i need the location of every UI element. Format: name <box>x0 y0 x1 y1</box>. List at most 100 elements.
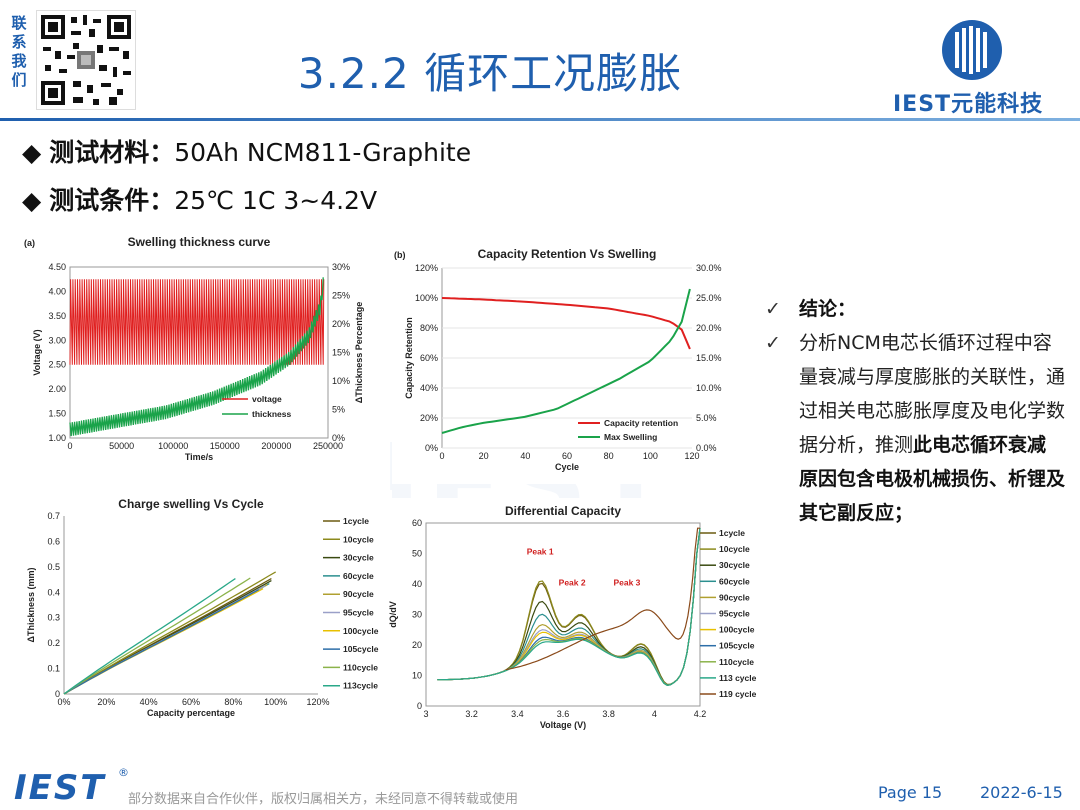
legend-label: 10cycle <box>719 544 750 554</box>
y2-tick-label: 25% <box>332 291 350 301</box>
conclusion-heading: 结论： <box>799 298 857 320</box>
x-axis-label: Time/s <box>185 452 213 462</box>
y-tick-label: 0 <box>55 689 60 699</box>
y-tick-label: 2.50 <box>48 360 66 370</box>
y2-tick-label: 0% <box>332 433 345 443</box>
conclusion-text: 分析NCM电芯长循环过程中容量衰减与厚度膨胀的关联性，通过相关电芯膨胀厚度及电化… <box>799 326 1065 530</box>
cycle-series-line <box>63 577 251 695</box>
y2-tick-label: 30% <box>332 262 350 272</box>
y-tick-label: 0.1 <box>47 664 60 674</box>
legend-label: 1cycle <box>719 528 745 538</box>
legend-label: 60cycle <box>343 571 374 581</box>
qr-code[interactable] <box>36 10 136 110</box>
x-tick-label: 3.6 <box>557 709 570 719</box>
bullet-label: 测试材料： <box>49 138 175 167</box>
x-tick-label: 3.8 <box>602 709 615 719</box>
legend-label: 95cycle <box>719 609 750 619</box>
y-tick-label: 40 <box>412 579 422 589</box>
y-tick-label: 3.50 <box>48 311 66 321</box>
company-logo-text: IEST元能科技 <box>893 92 1044 117</box>
legend-label: 105cycle <box>719 641 755 651</box>
swelling-thickness-chart: Swelling thickness curve (a) 0 50000 100000 1… <box>22 232 382 472</box>
capacity-retention-series-line <box>441 297 691 350</box>
legend-label: Max Swelling <box>604 432 657 442</box>
chart-title: Swelling thickness curve <box>128 235 271 249</box>
chart-title: Differential Capacity <box>505 504 621 518</box>
y2-tick-label: 15.0% <box>696 353 722 363</box>
legend-label: 113 cycle <box>719 673 757 683</box>
legend-label: 30cycle <box>343 553 374 563</box>
bullet-label: 测试条件： <box>49 186 175 215</box>
x-tick-label: 60 <box>562 451 572 461</box>
y-tick-label: 1.00 <box>48 433 66 443</box>
legend-label: 90cycle <box>343 589 374 599</box>
x-tick-label: 100000 <box>158 441 188 451</box>
check-icon: ✓ <box>765 298 781 320</box>
x-tick-label: 0 <box>439 451 444 461</box>
page-title: 3.2.2 循环工况膨胀 <box>297 49 683 98</box>
legend-label: 105cycle <box>343 644 379 654</box>
cycle-series-line <box>437 528 701 686</box>
x-tick-label: 120 <box>684 451 699 461</box>
x-tick-label: 3.2 <box>465 709 478 719</box>
x-tick-label: 150000 <box>210 441 240 451</box>
y2-tick-label: 10.0% <box>696 383 722 393</box>
conclusion-block: ✓ 结论： ✓ 分析NCM电芯长循环过程中容量衰减与厚度膨胀的关联性，通过相关电芯… <box>765 292 1065 530</box>
legend-label: 90cycle <box>719 592 750 602</box>
differential-capacity-chart: Differential Capacity 3 3.2 3.4 3.6 3.8 4 4.2 0 1… <box>388 498 778 733</box>
cycle-series-line <box>437 528 701 686</box>
legend-label: 10cycle <box>343 534 374 544</box>
y-tick-label: 40% <box>420 383 438 393</box>
bullet-condition: ◆ 测试条件：25℃ 1C 3~4.2V <box>22 181 377 217</box>
x-axis-label: Capacity percentage <box>147 708 235 718</box>
qr-code-graphic <box>41 15 131 105</box>
legend-label: 60cycle <box>719 576 750 586</box>
legend-label: 95cycle <box>343 608 374 618</box>
legend-label: 30cycle <box>719 560 750 570</box>
chart-title: Charge swelling Vs Cycle <box>118 497 264 511</box>
conclusion-plain: 分析NCM电芯长循环过程中容量衰减与厚度膨胀的关联性，通过相关电芯膨胀厚度及电化… <box>799 332 1066 456</box>
legend-thickness-label: thickness <box>252 409 291 419</box>
y2-axis-label: ΔThickness Percentage <box>354 302 364 404</box>
legend-label: Capacity retention <box>604 418 678 428</box>
y-tick-label: 10 <box>412 671 422 681</box>
copyright-note: 部分数据来自合作伙伴，版权归属相关方，未经同意不得转载或使用 <box>128 792 519 807</box>
max-swelling-series-line <box>441 288 691 434</box>
cycle-series-line <box>437 528 701 686</box>
bullet-value: 50Ah NCM811-Graphite <box>174 138 472 167</box>
legend-voltage-label: voltage <box>252 394 282 404</box>
panel-label: (a) <box>24 238 35 248</box>
y-tick-label: 3.00 <box>48 335 66 345</box>
thickness-series-line <box>69 277 324 437</box>
charge-swelling-chart: Charge swelling Vs Cycle 0% 20% 40% 60% 80% 10… <box>22 490 392 735</box>
y-tick-label: 0.7 <box>47 511 60 521</box>
cycle-series-line <box>437 528 701 687</box>
page-date: 2022-6-15 <box>980 783 1063 802</box>
y-tick-label: 0% <box>425 443 438 453</box>
x-tick-label: 0% <box>57 697 70 707</box>
y-tick-label: 0 <box>417 701 422 711</box>
legend-label: 110cycle <box>719 657 754 667</box>
y-tick-label: 50 <box>412 549 422 559</box>
y-axis-label: Voltage (V) <box>32 329 42 375</box>
x-tick-label: 100% <box>264 697 287 707</box>
y2-tick-label: 20% <box>332 319 350 329</box>
x-tick-label: 4.2 <box>694 709 707 719</box>
cycle-series-line <box>437 528 701 686</box>
bullet-value: 25℃ 1C 3~4.2V <box>174 186 378 215</box>
cycle-series-line <box>437 528 701 687</box>
y-tick-label: 30 <box>412 610 422 620</box>
y2-tick-label: 0.0% <box>696 443 717 453</box>
y2-tick-label: 15% <box>332 348 350 358</box>
cycle-series-line <box>437 528 701 686</box>
legend-label: 119 cycle <box>719 689 757 699</box>
y-tick-label: 120% <box>415 263 438 273</box>
x-tick-label: 40 <box>520 451 530 461</box>
y-axis-label: ΔThickness (mm) <box>26 568 36 643</box>
x-tick-label: 120% <box>306 697 329 707</box>
cycle-series-line <box>437 528 701 686</box>
y-axis-label: Capacity Retention <box>404 317 414 399</box>
iest-logo-icon <box>942 20 1002 80</box>
y-tick-label: 0.6 <box>47 536 60 546</box>
x-tick-label: 60% <box>182 697 200 707</box>
